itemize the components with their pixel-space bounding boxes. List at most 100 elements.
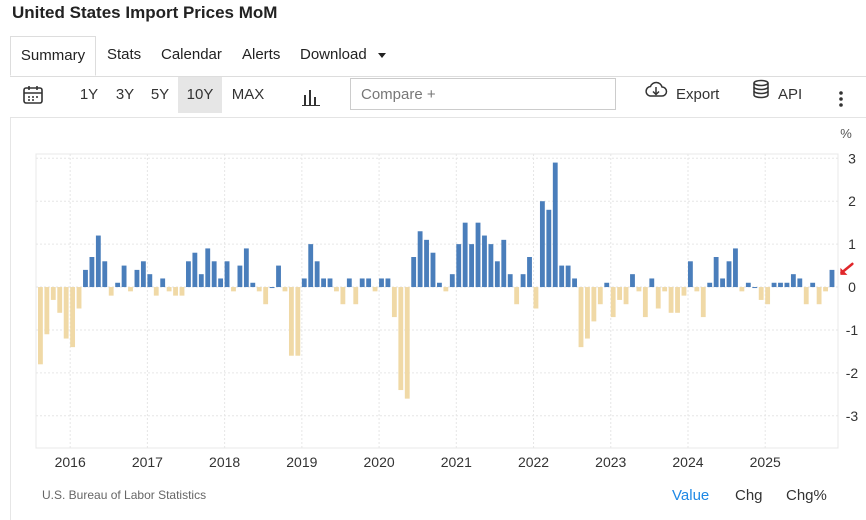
bar [308, 244, 314, 288]
bar [224, 261, 230, 288]
api-button[interactable]: API [752, 77, 802, 113]
bar [700, 287, 706, 318]
bar [546, 209, 552, 288]
bar [417, 231, 423, 288]
bar [765, 287, 771, 305]
bar [437, 282, 442, 288]
bar [533, 287, 539, 309]
bar [231, 287, 236, 292]
bar [340, 287, 346, 305]
tab-summary[interactable]: Summary [10, 36, 96, 76]
bar [153, 287, 159, 296]
bar [424, 239, 429, 288]
bar [128, 287, 133, 292]
bar [668, 287, 674, 313]
bar [391, 287, 397, 318]
bar [63, 287, 69, 339]
x-tick-label: 2019 [286, 454, 317, 470]
chart-type-icon[interactable] [302, 85, 320, 106]
bar [353, 287, 359, 305]
bar [38, 287, 43, 365]
bar [250, 282, 256, 288]
bar [720, 278, 725, 288]
y-tick-label: 0 [848, 279, 856, 295]
bar [95, 235, 101, 288]
x-tick-label: 2017 [132, 454, 163, 470]
bar [630, 274, 635, 288]
source-label: U.S. Bureau of Labor Statistics [42, 488, 207, 502]
bar [591, 287, 597, 322]
bar [108, 287, 114, 296]
bar [623, 287, 629, 305]
y-tick-label: 1 [848, 236, 856, 252]
tab-stats[interactable]: Stats [107, 46, 142, 63]
bar [597, 287, 603, 305]
more-options-icon[interactable] [838, 86, 844, 107]
bar [385, 278, 391, 288]
bar [687, 261, 693, 288]
bar [121, 265, 127, 288]
y-unit-label: % [840, 126, 852, 141]
tab-alerts[interactable]: Alerts [242, 46, 281, 63]
range-1y[interactable]: 1Y [79, 86, 99, 103]
bar [520, 274, 526, 288]
bar [745, 282, 751, 288]
y-tick-label: -2 [846, 365, 859, 381]
bar [321, 278, 326, 288]
y-tick-label: -3 [846, 408, 859, 424]
x-tick-label: 2023 [595, 454, 626, 470]
bar [160, 278, 166, 288]
bar [173, 287, 178, 296]
bar [488, 244, 494, 288]
bar [578, 287, 584, 348]
bar [327, 278, 333, 288]
bar [166, 287, 172, 292]
bar [681, 287, 687, 296]
bar [70, 287, 76, 348]
bar [218, 278, 224, 288]
chgpct-toggle[interactable]: Chg% [786, 487, 827, 504]
panel-border [10, 118, 11, 520]
bar [192, 252, 198, 288]
bar [572, 278, 577, 288]
range-max[interactable]: MAX [231, 86, 265, 103]
caret-down-icon [377, 52, 386, 58]
bar [269, 287, 275, 289]
bar [610, 287, 616, 318]
bar [694, 287, 700, 292]
export-button[interactable]: Export [644, 77, 719, 113]
bar [784, 282, 790, 288]
bar [301, 278, 307, 288]
bar [89, 257, 95, 288]
chart-toolbar: 1Y 3Y 5Y 10Y MAX Export API [10, 77, 866, 118]
bar [57, 287, 63, 313]
bar [256, 287, 262, 292]
tab-calendar[interactable]: Calendar [161, 46, 222, 63]
range-10y[interactable]: 10Y [178, 77, 222, 113]
bar [198, 274, 204, 288]
calendar-icon[interactable] [22, 84, 44, 106]
bar [758, 287, 764, 300]
y-tick-label: -1 [846, 322, 859, 338]
bar [501, 239, 507, 288]
value-toggle[interactable]: Value [672, 487, 710, 504]
tab-download[interactable]: Download [300, 36, 386, 76]
chg-toggle[interactable]: Chg [735, 487, 763, 504]
bar [655, 287, 661, 309]
bar [411, 257, 417, 288]
range-3y[interactable]: 3Y [115, 86, 135, 103]
x-tick-label: 2016 [55, 454, 86, 470]
chart-area: 3 2 1 0 -1 -2 -3% 2016 2017 2018 2019 2020 2021 2022 2… [0, 118, 866, 478]
bar [346, 278, 352, 288]
bar [771, 282, 777, 288]
bar [739, 287, 745, 292]
bar [288, 287, 294, 356]
bar [713, 257, 719, 288]
bar [810, 282, 816, 288]
tab-bar: Summary Stats Calendar Alerts Download [10, 36, 866, 77]
range-5y[interactable]: 5Y [150, 86, 170, 103]
compare-input[interactable] [350, 78, 616, 110]
page-title: United States Import Prices MoM [12, 3, 278, 22]
database-icon [752, 77, 770, 113]
bar [263, 287, 269, 305]
